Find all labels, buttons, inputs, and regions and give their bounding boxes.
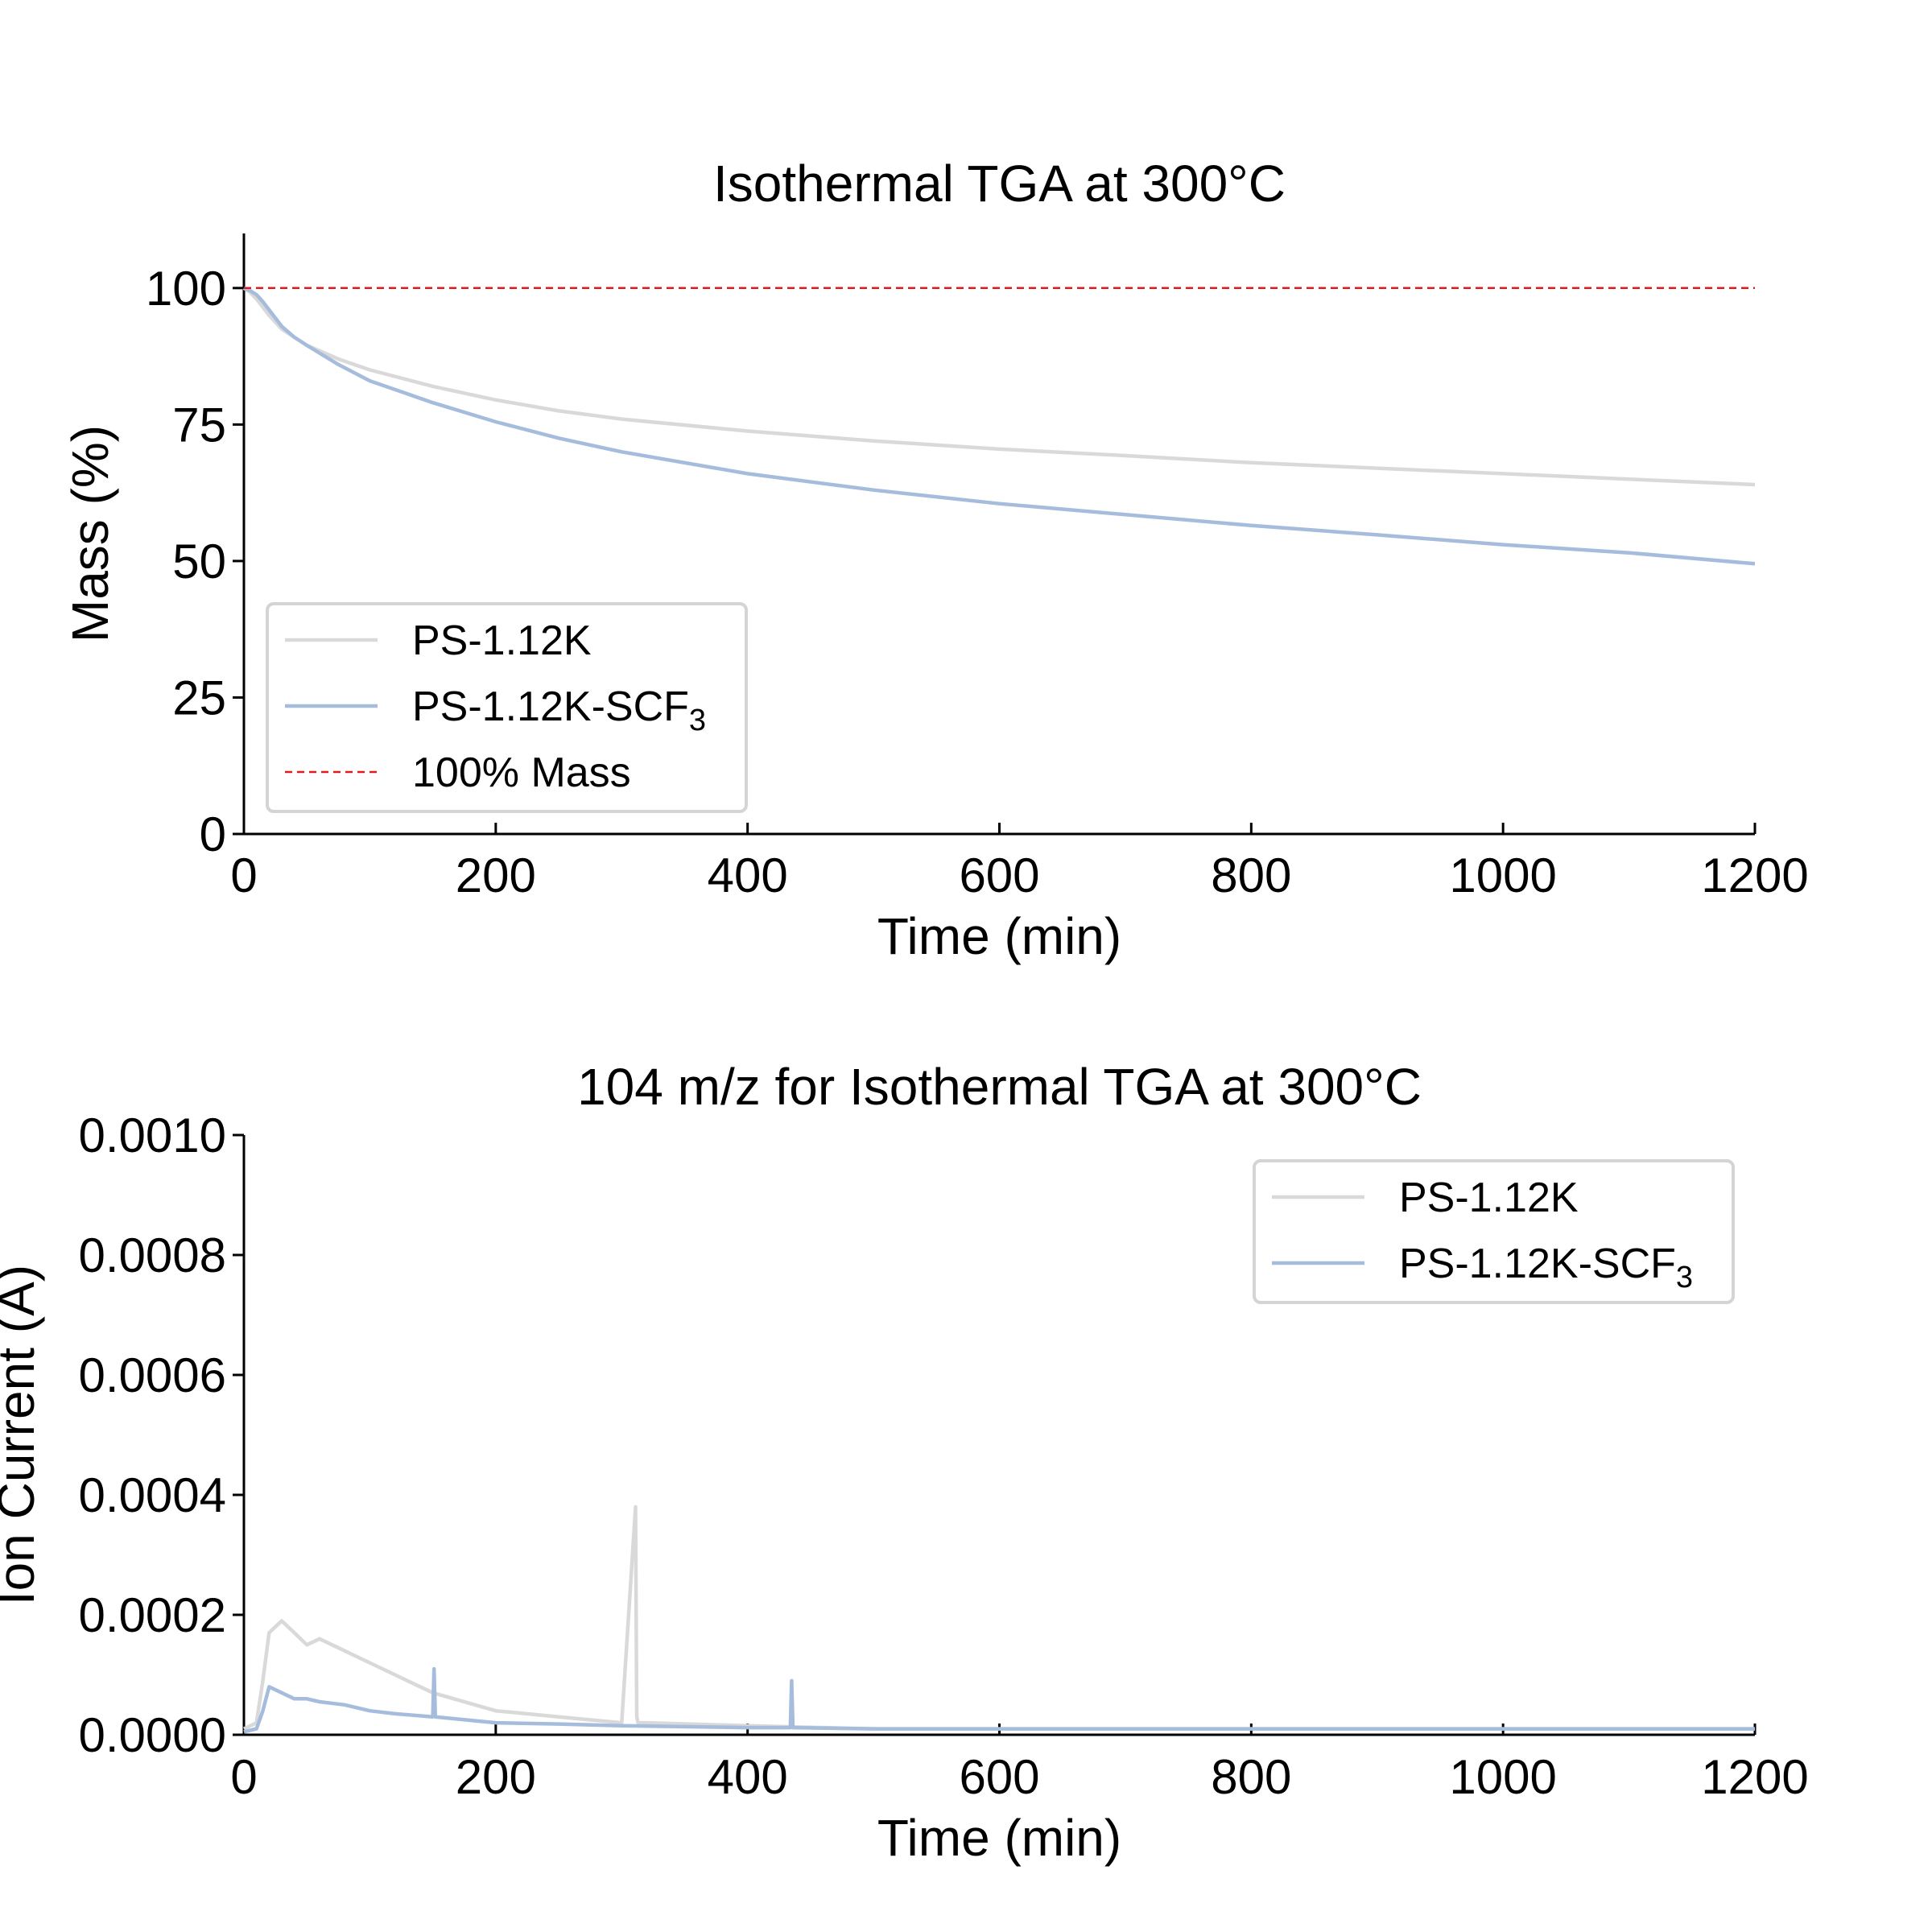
- y-tick-label: 100: [146, 262, 226, 316]
- series-line-2: [243, 286, 1756, 566]
- y-tick-label: 0.0004: [78, 1468, 226, 1522]
- x-tick-label: 800: [1211, 848, 1291, 902]
- y-tick-label: 0.0008: [78, 1228, 226, 1282]
- y-tick-label: 0.0000: [78, 1708, 226, 1762]
- legend-label-3: 100% Mass: [412, 749, 631, 796]
- y-axis-label: Ion Current (A): [0, 1265, 45, 1605]
- x-tick-label: 0: [230, 848, 257, 902]
- chart-2: 104 m/z for Isothermal TGA at 300°C 0 200 4…: [0, 1058, 1809, 1867]
- series-line-1: [243, 1505, 1755, 1731]
- chart-title: Isothermal TGA at 300°C: [713, 155, 1286, 213]
- x-tick-label: 1200: [1701, 848, 1808, 902]
- legend-label-subscript: 3: [689, 704, 706, 737]
- series-line-1: [242, 286, 1756, 487]
- legend-label-1: PS-1.12K: [412, 617, 592, 664]
- y-tick-label: 0: [200, 807, 226, 861]
- chart-title: 104 m/z for Isothermal TGA at 300°C: [577, 1058, 1422, 1116]
- legend-label-2: PS-1.12K-SCF3: [1399, 1241, 1693, 1294]
- x-tick-label: 200: [456, 1750, 536, 1804]
- x-tick-label: 1000: [1449, 848, 1556, 902]
- y-tick-label: 75: [172, 398, 226, 452]
- y-tick-label: 0.0010: [78, 1108, 226, 1162]
- legend-box: [266, 602, 748, 813]
- y-tick-label: 0.0002: [78, 1588, 226, 1642]
- y-tick-label: 50: [172, 535, 226, 588]
- legend-label-subscript: 3: [1676, 1261, 1693, 1294]
- x-tick-label: 1200: [1701, 1750, 1808, 1804]
- chart-1: Isothermal TGA at 300°C0 200 400 600 800 1000…: [61, 155, 1809, 965]
- x-axis-label: Time (min): [877, 1809, 1121, 1867]
- legend: PS-1.12K PS-1.12K-SCF3: [1253, 1159, 1735, 1304]
- x-tick-label: 0: [230, 1750, 257, 1804]
- x-tick-label: 600: [959, 848, 1039, 902]
- y-axis-label: Mass (%): [61, 425, 119, 642]
- x-axis-label: Time (min): [877, 907, 1121, 965]
- x-tick-label: 1000: [1449, 1750, 1556, 1804]
- x-tick-label: 600: [959, 1750, 1039, 1804]
- legend-box: [1253, 1159, 1735, 1304]
- x-tick-label: 400: [708, 848, 788, 902]
- x-tick-label: 400: [708, 1750, 788, 1804]
- series-line-2: [243, 1666, 1755, 1734]
- y-tick-label: 25: [172, 671, 226, 724]
- legend-label-2: PS-1.12K-SCF3: [412, 683, 706, 737]
- x-tick-label: 200: [456, 848, 536, 902]
- legend-label-1: PS-1.12K: [1399, 1174, 1579, 1221]
- y-tick-label: 0.0006: [78, 1348, 226, 1402]
- x-tick-label: 800: [1211, 1750, 1291, 1804]
- legend: PS-1.12K PS-1.12K-SCF3 100% Mass: [266, 602, 748, 813]
